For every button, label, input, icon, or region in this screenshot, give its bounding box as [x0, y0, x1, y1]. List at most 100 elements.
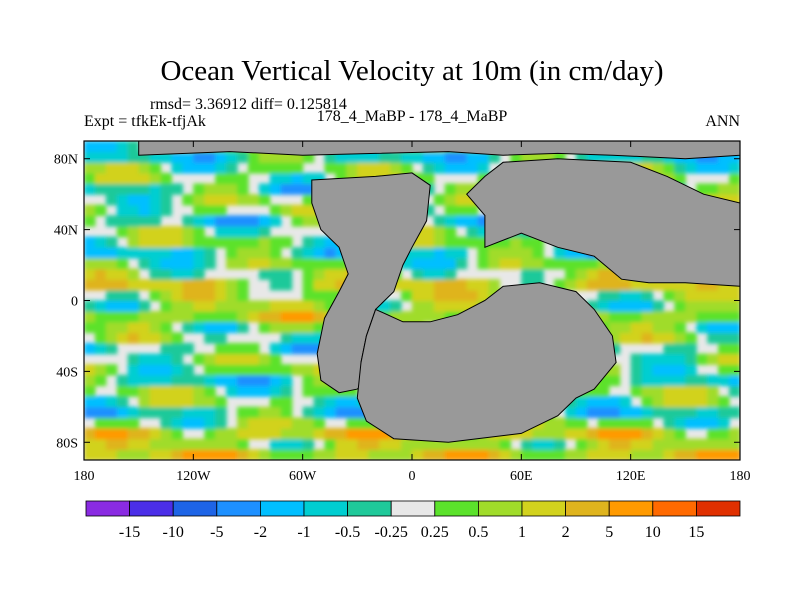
field-cell [84, 374, 96, 387]
field-cell [116, 226, 129, 238]
field-cell [477, 289, 490, 302]
field-cell [586, 300, 599, 312]
field-cell [455, 279, 468, 291]
field-cell [597, 385, 610, 397]
field-cell [237, 428, 249, 440]
field-cell [477, 215, 490, 227]
field-cell [204, 151, 216, 163]
field-cell [390, 438, 402, 450]
field-cell [160, 417, 172, 429]
field-cell [215, 417, 227, 429]
field-cell [269, 151, 282, 163]
field-cell [313, 268, 326, 280]
field-cell [597, 279, 610, 291]
field-cell [105, 289, 118, 302]
field-cell [663, 311, 675, 323]
field-cell [554, 247, 566, 259]
field-cell [248, 374, 260, 387]
field-cell [105, 215, 118, 227]
field-cell [149, 236, 162, 248]
field-cell [696, 396, 708, 408]
field-cell [422, 289, 435, 302]
field-cell [94, 343, 107, 355]
field-cell [619, 151, 632, 163]
field-cell [455, 258, 468, 270]
field-cell [94, 247, 107, 259]
field-cell [127, 438, 140, 450]
field-cell [258, 449, 271, 460]
field-cell [215, 226, 227, 238]
field-cell [455, 236, 468, 248]
field-cell [597, 428, 610, 440]
field-cell [269, 406, 282, 418]
field-cell [379, 428, 391, 440]
field-cell [138, 172, 151, 185]
field-cell [565, 417, 577, 429]
field-cell [586, 279, 599, 291]
field-cell [280, 268, 293, 280]
field-cell [149, 268, 162, 280]
field-cell [204, 332, 216, 344]
field-cell [510, 151, 522, 163]
field-cell [302, 279, 315, 291]
field-cell [412, 438, 424, 450]
field-cell [280, 311, 293, 323]
field-cell [685, 353, 697, 365]
field-cell [390, 311, 402, 323]
field-cell [324, 258, 336, 270]
field-cell [379, 151, 391, 163]
field-cell [149, 247, 162, 259]
field-cell [663, 438, 675, 450]
field-cell [641, 332, 654, 344]
field-cell [554, 428, 566, 440]
field-cell [280, 279, 293, 291]
field-cell [116, 332, 129, 344]
field-cell [390, 300, 402, 312]
field-cell [707, 385, 719, 397]
field-cell [586, 385, 599, 397]
field-cell [718, 300, 730, 312]
field-cell [149, 151, 162, 163]
field-cell [302, 438, 315, 450]
field-cell [499, 438, 511, 450]
field-cell [422, 151, 435, 163]
field-cell [127, 141, 140, 153]
field-cell [127, 364, 140, 376]
field-cell [237, 364, 249, 376]
field-cell [258, 300, 271, 312]
field-cell [127, 268, 140, 280]
chart-title: Ocean Vertical Velocity at 10m (in cm/da… [160, 55, 663, 87]
field-cell [94, 449, 107, 460]
field-cell [171, 279, 183, 291]
field-cell [291, 343, 304, 355]
field-cell [335, 438, 347, 450]
field-cell [127, 449, 140, 460]
field-cell [258, 364, 271, 376]
case-label: 178_4_MaBP - 178_4_MaBP [317, 108, 508, 125]
colorbar-swatch [303, 500, 348, 517]
field-cell [302, 247, 315, 259]
field-cell [532, 258, 544, 270]
field-cell [138, 247, 151, 259]
field-cell [302, 268, 315, 280]
field-cell [182, 438, 194, 450]
field-cell [215, 172, 227, 185]
field-cell [280, 300, 293, 312]
field-cell [412, 236, 424, 248]
field-cell [204, 162, 216, 174]
field-cell [729, 364, 740, 376]
field-cell [576, 406, 588, 418]
field-cell [182, 321, 194, 333]
field-cell [685, 332, 697, 344]
field-cell [226, 236, 238, 248]
field-cell [444, 151, 457, 163]
field-cell [204, 406, 216, 418]
field-cell [269, 258, 282, 270]
field-cell [674, 279, 686, 291]
field-cell [302, 449, 315, 460]
field-cell [324, 385, 336, 397]
field-cell [663, 374, 675, 387]
field-cell [608, 396, 621, 408]
field-cell [171, 332, 183, 344]
field-cell [237, 183, 249, 195]
